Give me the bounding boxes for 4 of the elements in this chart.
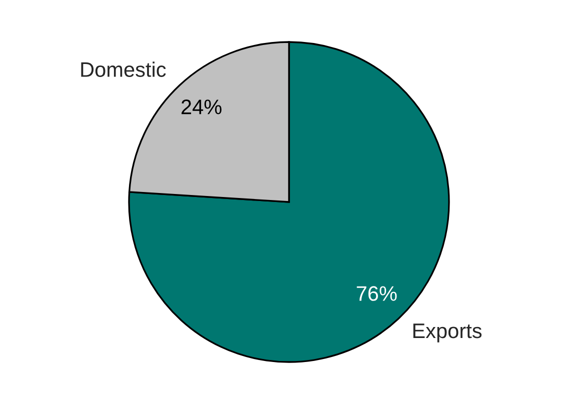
slice-label: Exports: [413, 324, 482, 342]
data-label: 24%: [182, 100, 222, 114]
slice-label: Domestic: [81, 62, 166, 77]
data-label: 76%: [356, 286, 397, 301]
